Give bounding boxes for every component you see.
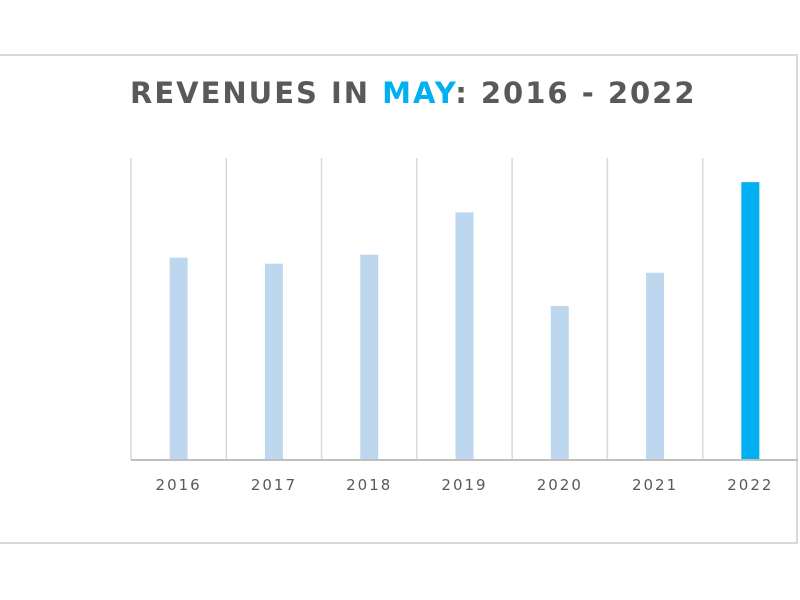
x-tick-label-2016: 2016 [156,476,202,494]
x-tick-label-2018: 2018 [346,476,392,494]
bar-2017 [264,263,283,460]
x-tick-label-2019: 2019 [441,476,487,494]
bar-2020 [550,305,569,460]
gridlines [130,158,704,460]
x-tick-label-2021: 2021 [632,476,678,494]
bars [169,182,760,460]
x-tick-label-2022: 2022 [727,476,773,494]
chart-title-suffix: : 2016 - 2022 [455,76,697,110]
x-tick-labels: 2016 2017 2018 2019 2020 2021 2022 [156,476,773,494]
chart-title: REVENUES IN MAY: 2016 - 2022 [130,76,697,110]
chart-title-prefix: REVENUES IN [130,76,383,110]
x-tick-label-2017: 2017 [251,476,297,494]
x-tick-label-2020: 2020 [537,476,583,494]
bar-2018 [360,254,379,460]
bar-2019 [455,212,474,460]
chart-title-highlight: MAY [382,76,456,110]
bar-2016 [169,257,188,460]
bar-2022 [741,182,760,460]
chart-panel [0,54,798,544]
bar-2021 [646,272,665,460]
